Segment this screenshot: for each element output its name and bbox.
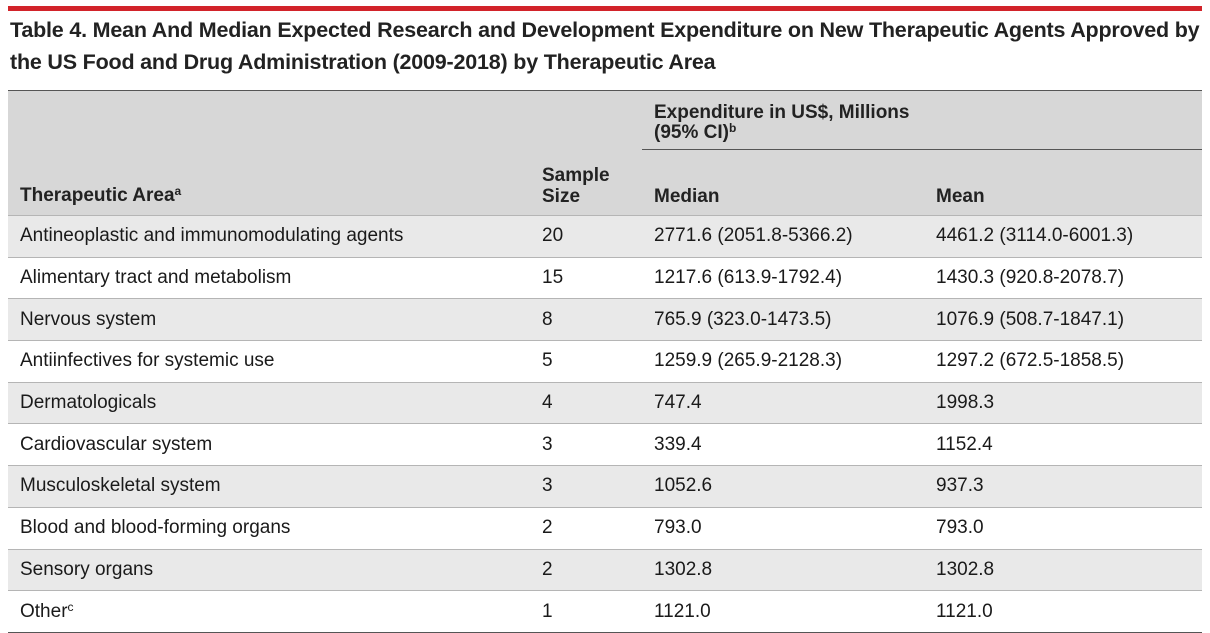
cell-sample-size: 8: [530, 298, 642, 341]
cell-therapeutic-area: Blood and blood-forming organs: [8, 506, 530, 549]
cell-mean: 1121.0: [924, 590, 1202, 633]
cell-sample-size: 5: [530, 340, 642, 383]
cell-sample-size: 2: [530, 548, 642, 591]
footnote-marker-a: a: [174, 184, 182, 198]
header-expenditure-group: Expenditure in US$, Millions (95% CI)b: [642, 91, 1202, 169]
cell-sample-size: 20: [530, 215, 642, 258]
cell-mean: 4461.2 (3114.0-6001.3): [924, 215, 1202, 258]
cell-mean: 1998.3: [924, 381, 1202, 424]
cell-mean: 1302.8: [924, 548, 1202, 591]
cell-median: 1259.9 (265.9-2128.3): [642, 340, 924, 383]
table-row: Antineoplastic and immunomodulating agen…: [8, 215, 1202, 258]
table-row: Musculoskeletal system 3 1052.6 937.3: [8, 465, 1202, 508]
table-row: Nervous system 8 765.9 (323.0-1473.5) 1076.…: [8, 298, 1202, 341]
cell-therapeutic-area: Musculoskeletal system: [8, 465, 530, 508]
cell-median: 747.4: [642, 381, 924, 424]
cell-mean: 793.0: [924, 506, 1202, 549]
cell-mean: 937.3: [924, 465, 1202, 508]
cell-median: 2771.6 (2051.8-5366.2): [642, 215, 924, 258]
cell-therapeutic-area: Nervous system: [8, 298, 530, 341]
cell-therapeutic-area: Cardiovascular system: [8, 423, 530, 466]
title-accent-rule: [8, 6, 1202, 11]
cell-median: 339.4: [642, 423, 924, 466]
cell-therapeutic-area: Antiinfectives for systemic use: [8, 340, 530, 383]
cell-therapeutic-area: Antineoplastic and immunomodulating agen…: [8, 215, 530, 258]
header-median: Median: [642, 169, 924, 216]
header-therapeutic-area: Therapeutic Areaa: [8, 91, 530, 216]
cell-therapeutic-area: Sensory organs: [8, 548, 530, 591]
footnote-marker: c: [67, 599, 74, 614]
cell-mean: 1297.2 (672.5-1858.5): [924, 340, 1202, 383]
cell-therapeutic-area: Otherc: [8, 590, 530, 633]
table-row: Cardiovascular system 3 339.4 1152.4: [8, 423, 1202, 466]
cell-sample-size: 3: [530, 465, 642, 508]
header-mean: Mean: [924, 169, 1202, 216]
table-row: Antiinfectives for systemic use 5 1259.9 (…: [8, 340, 1202, 383]
cell-mean: 1152.4: [924, 423, 1202, 466]
data-table: Therapeutic Areaa Sample Size Expenditure…: [8, 90, 1202, 633]
cell-median: 793.0: [642, 506, 924, 549]
cell-sample-size: 1: [530, 590, 642, 633]
cell-mean: 1430.3 (920.8-2078.7): [924, 256, 1202, 299]
cell-sample-size: 2: [530, 506, 642, 549]
header-sample-size: Sample Size: [530, 91, 642, 216]
cell-mean: 1076.9 (508.7-1847.1): [924, 298, 1202, 341]
table-title: Table 4. Mean And Median Expected Resear…: [10, 18, 1200, 74]
table-row: Alimentary tract and metabolism 15 1217.6 …: [8, 256, 1202, 299]
cell-median: 765.9 (323.0-1473.5): [642, 298, 924, 341]
table-row: Dermatologicals 4 747.4 1998.3: [8, 381, 1202, 424]
footnote-marker-b: b: [728, 121, 737, 135]
cell-median: 1121.0: [642, 590, 924, 633]
data-table-container: Therapeutic Areaa Sample Size Expenditure…: [8, 90, 1202, 633]
table-row: Sensory organs 2 1302.8 1302.8: [8, 548, 1202, 591]
cell-median: 1052.6: [642, 465, 924, 508]
cell-sample-size: 3: [530, 423, 642, 466]
cell-sample-size: 4: [530, 381, 642, 424]
cell-therapeutic-area: Dermatologicals: [8, 381, 530, 424]
table-row: Otherc 1 1121.0 1121.0: [8, 590, 1202, 633]
cell-sample-size: 15: [530, 256, 642, 299]
table-row: Blood and blood-forming organs 2 793.0 793.…: [8, 506, 1202, 549]
table-header: Therapeutic Areaa Sample Size Expenditure…: [8, 90, 1202, 216]
cell-median: 1302.8: [642, 548, 924, 591]
table-body: Antineoplastic and immunomodulating agen…: [8, 215, 1202, 633]
cell-median: 1217.6 (613.9-1792.4): [642, 256, 924, 299]
cell-therapeutic-area: Alimentary tract and metabolism: [8, 256, 530, 299]
